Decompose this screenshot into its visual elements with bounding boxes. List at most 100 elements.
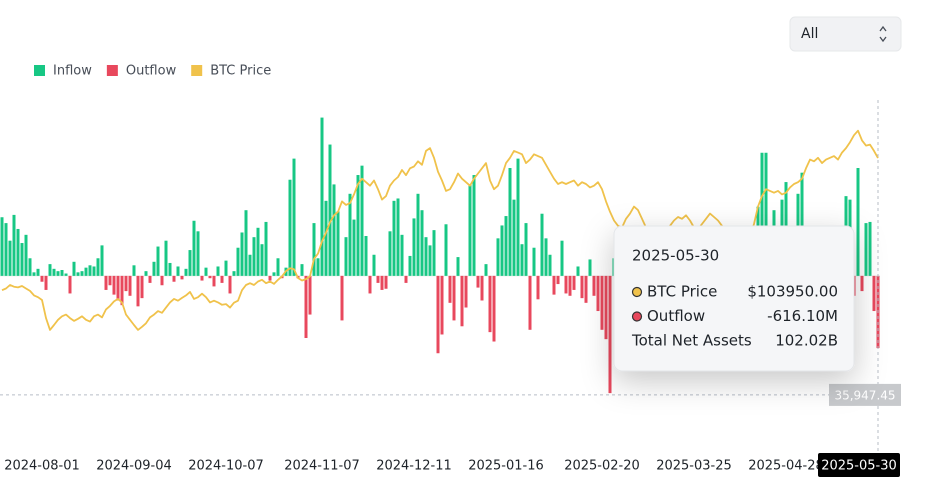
x-tick-label: 2024-11-07: [284, 459, 360, 474]
bar: [256, 227, 260, 276]
bar: [180, 275, 184, 280]
crosshair: 35,947.45: [0, 100, 901, 452]
bar: [596, 275, 600, 312]
range-selector[interactable]: All: [789, 16, 902, 52]
bar: [88, 265, 92, 276]
bar: [404, 275, 408, 283]
bar: [352, 219, 356, 276]
bar: [60, 270, 64, 276]
bar: [548, 254, 552, 276]
legend-label: Inflow: [53, 64, 92, 79]
bar: [120, 275, 124, 306]
tooltip-dot: [631, 311, 643, 322]
tooltip-row-label: Outflow: [647, 307, 705, 325]
bar: [116, 275, 120, 301]
bar: [868, 221, 872, 276]
crosshair-label-box: [829, 383, 901, 406]
bar: [312, 223, 316, 276]
bar: [392, 200, 396, 276]
bar: [560, 240, 564, 276]
legend-label: Outflow: [126, 64, 177, 79]
bar: [320, 117, 324, 276]
bar: [428, 245, 432, 276]
bar: [240, 232, 244, 276]
bar: [356, 175, 360, 276]
bar: [304, 275, 308, 338]
legend-label: BTC Price: [210, 64, 271, 79]
bar: [28, 258, 32, 276]
bar: [584, 275, 588, 303]
bar: [568, 275, 572, 296]
bar: [52, 268, 56, 276]
tooltip-row-value: -616.10M: [767, 307, 838, 325]
bar: [80, 271, 84, 276]
tooltip-row-value: 102.02B: [775, 332, 838, 350]
bar: [40, 275, 44, 282]
bar: [504, 216, 508, 276]
bar: [96, 258, 100, 276]
tooltip: 2025-05-30 BTC Price $103950.00 Outflow -616…: [613, 225, 855, 372]
bar: [160, 275, 164, 286]
bar: [860, 275, 864, 292]
bar: [496, 238, 500, 276]
bar: [232, 271, 236, 276]
bar: [300, 264, 304, 276]
bar: [16, 228, 20, 276]
bar: [408, 255, 412, 276]
bar: [168, 262, 172, 276]
bar: [136, 275, 140, 307]
range-selector-box[interactable]: [789, 16, 902, 52]
bar: [316, 258, 320, 276]
bar: [764, 152, 768, 276]
bar: [112, 275, 116, 295]
bar: [336, 211, 340, 276]
bar: [468, 184, 472, 276]
bar: [608, 275, 612, 394]
x-tick-label: 2025-05-30: [821, 459, 897, 474]
bar: [872, 275, 876, 312]
x-tick-label: 2024-08-01: [4, 459, 80, 474]
bar: [368, 275, 372, 294]
legend-swatch: [191, 65, 203, 76]
bar: [144, 271, 148, 276]
bar: [224, 260, 228, 276]
bar: [92, 266, 96, 276]
bar: [4, 223, 8, 276]
bar: [68, 275, 72, 294]
range-selector-label[interactable]: All: [801, 26, 818, 42]
x-axis: 2024-08-01 2024-09-04 2024-10-07 2024-11-07…: [4, 453, 900, 477]
bar: [276, 258, 280, 276]
bar: [272, 272, 276, 276]
bar: [576, 266, 580, 276]
bar: [460, 275, 464, 327]
bar: [24, 234, 28, 276]
bar: [452, 275, 456, 321]
bar: [760, 152, 764, 276]
bar: [376, 275, 380, 283]
bar: [480, 275, 484, 301]
bar: [72, 261, 76, 276]
tooltip-dot: [631, 286, 643, 298]
bar: [364, 236, 368, 276]
bar: [412, 218, 416, 276]
bar: [164, 240, 168, 276]
bar: [448, 275, 452, 303]
bar: [200, 275, 204, 281]
selector-chevron: [879, 25, 887, 43]
bar: [64, 273, 68, 276]
bar: [384, 275, 388, 289]
bar: [436, 275, 440, 354]
bar: [216, 266, 220, 276]
bar: [36, 268, 40, 276]
legend: Inflow Outflow BTC Price: [34, 64, 271, 79]
legend-swatch: [106, 65, 118, 76]
bar: [340, 275, 344, 321]
bar: [172, 275, 176, 282]
x-tick-label: 2025-04-28: [748, 459, 824, 474]
bar: [176, 266, 180, 276]
bar: [268, 275, 272, 281]
bar: [400, 234, 404, 276]
bar: [420, 210, 424, 276]
bar: [476, 275, 480, 288]
bar: [156, 246, 160, 276]
